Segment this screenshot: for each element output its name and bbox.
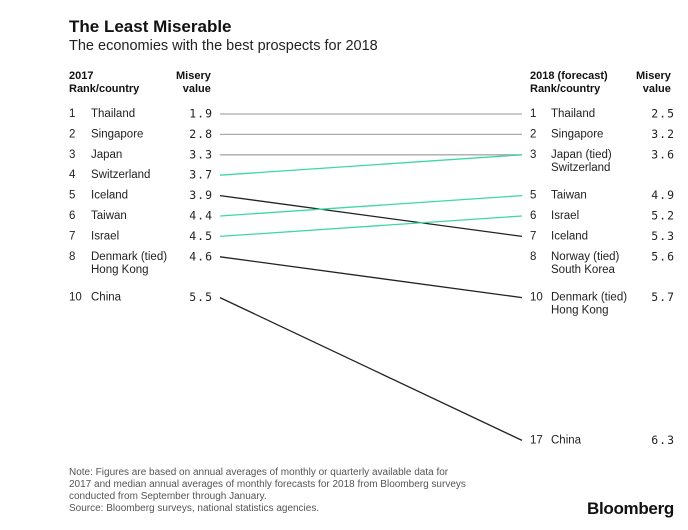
left-rank-header: 2017 Rank/country <box>69 70 139 96</box>
connector-line-denmark <box>219 256 523 299</box>
left-country-label: Hong Kong <box>91 264 149 276</box>
left-value-header-line2: value <box>182 83 211 95</box>
footnote-line: conducted from September through January… <box>69 491 267 502</box>
right-rank-label: 10 <box>530 292 543 304</box>
right-rank-header: 2018 (forecast) Rank/country <box>530 70 608 96</box>
right-rank-label: 6 <box>530 210 536 222</box>
left-rank-label: 2 <box>69 128 75 140</box>
left-misery-value: 4.5 <box>189 229 213 243</box>
bloomberg-logo: Bloomberg <box>586 499 674 518</box>
right-country-label: Israel <box>551 210 579 222</box>
right-value-header-line2: value <box>642 83 671 95</box>
left-rank-label: 7 <box>69 230 75 242</box>
left-rank-label: 5 <box>69 190 75 202</box>
right-misery-value: 6.3 <box>651 433 675 447</box>
left-value-header-line1: Misery <box>176 70 211 82</box>
right-misery-value: 4.9 <box>651 188 675 202</box>
chart-title: The Least Miserable <box>69 17 232 36</box>
right-misery-value: 5.2 <box>651 209 675 223</box>
right-country-label: Japan (tied) <box>551 149 612 161</box>
connector-line-israel <box>219 215 523 238</box>
left-rank-label: 8 <box>69 251 75 263</box>
left-rank-label: 1 <box>69 108 75 120</box>
left-misery-value: 3.7 <box>189 168 213 182</box>
left-rank-header-line1: 2017 <box>69 70 94 82</box>
right-rank-header-line1: 2018 (forecast) <box>530 70 608 82</box>
connector-line-taiwan <box>219 194 523 217</box>
right-rank-label: 2 <box>530 128 536 140</box>
right-rank-label: 17 <box>530 434 543 446</box>
right-misery-value: 5.6 <box>651 249 675 263</box>
left-country-label: Singapore <box>91 128 143 140</box>
left-rank-label: 6 <box>69 210 75 222</box>
connector-line-switzerland <box>219 154 523 176</box>
right-country-label: Denmark (tied) <box>551 292 627 304</box>
right-rank-label: 5 <box>530 190 536 202</box>
left-rank-label: 3 <box>69 149 75 161</box>
right-misery-value: 2.5 <box>651 107 675 121</box>
right-misery-value: 5.7 <box>651 290 675 304</box>
left-country-label: Taiwan <box>91 210 127 222</box>
left-country-label: Israel <box>91 230 119 242</box>
right-country-label: Thailand <box>551 108 595 120</box>
left-country-label: Switzerland <box>91 169 150 181</box>
left-value-header: Misery value <box>176 70 211 96</box>
left-misery-value: 5.5 <box>189 290 213 304</box>
left-country-label: China <box>91 292 122 304</box>
right-misery-value: 5.3 <box>651 229 675 243</box>
right-country-label: Switzerland <box>551 162 610 174</box>
left-country-label: Japan <box>91 149 122 161</box>
right-country-label: Iceland <box>551 230 588 242</box>
connector-line-iceland <box>219 194 523 238</box>
right-rank-header-line2: Rank/country <box>530 83 601 95</box>
right-value-header-line1: Misery <box>636 70 671 82</box>
right-rank-label: 8 <box>530 251 536 263</box>
left-misery-value: 4.6 <box>189 249 213 263</box>
footnote: Note: Figures are based on annual averag… <box>69 467 539 515</box>
right-country-label: South Korea <box>551 264 616 276</box>
left-rank-label: 4 <box>69 169 76 181</box>
right-country-label: China <box>551 434 582 446</box>
footnote-line: Note: Figures are based on annual averag… <box>69 467 449 478</box>
left-misery-value: 4.4 <box>189 209 213 223</box>
right-rank-label: 1 <box>530 108 536 120</box>
left-rank-label: 10 <box>69 292 82 304</box>
left-misery-value: 2.8 <box>189 127 213 141</box>
right-country-label: Hong Kong <box>551 305 609 317</box>
right-country-label: Singapore <box>551 128 603 140</box>
left-misery-value: 3.9 <box>189 188 213 202</box>
chart-subtitle: The economies with the best prospects fo… <box>69 38 378 54</box>
right-country-label: Norway (tied) <box>551 251 620 263</box>
right-country-label: Taiwan <box>551 190 587 202</box>
right-rank-label: 3 <box>530 149 536 161</box>
left-country-label: Denmark (tied) <box>91 251 167 263</box>
footnote-line: 2017 and median annual averages of month… <box>69 479 466 490</box>
right-misery-value: 3.6 <box>651 147 675 161</box>
connector-line-china <box>219 297 523 441</box>
right-misery-value: 3.2 <box>651 127 675 141</box>
left-misery-value: 1.9 <box>189 107 213 121</box>
left-country-label: Thailand <box>91 108 135 120</box>
right-rank-label: 7 <box>530 230 536 242</box>
left-rank-header-line2: Rank/country <box>69 83 140 95</box>
left-country-label: Iceland <box>91 190 128 202</box>
left-misery-value: 3.3 <box>189 147 213 161</box>
right-value-header: Misery value <box>636 70 671 96</box>
source-line: Source: Bloomberg surveys, national stat… <box>69 503 320 514</box>
